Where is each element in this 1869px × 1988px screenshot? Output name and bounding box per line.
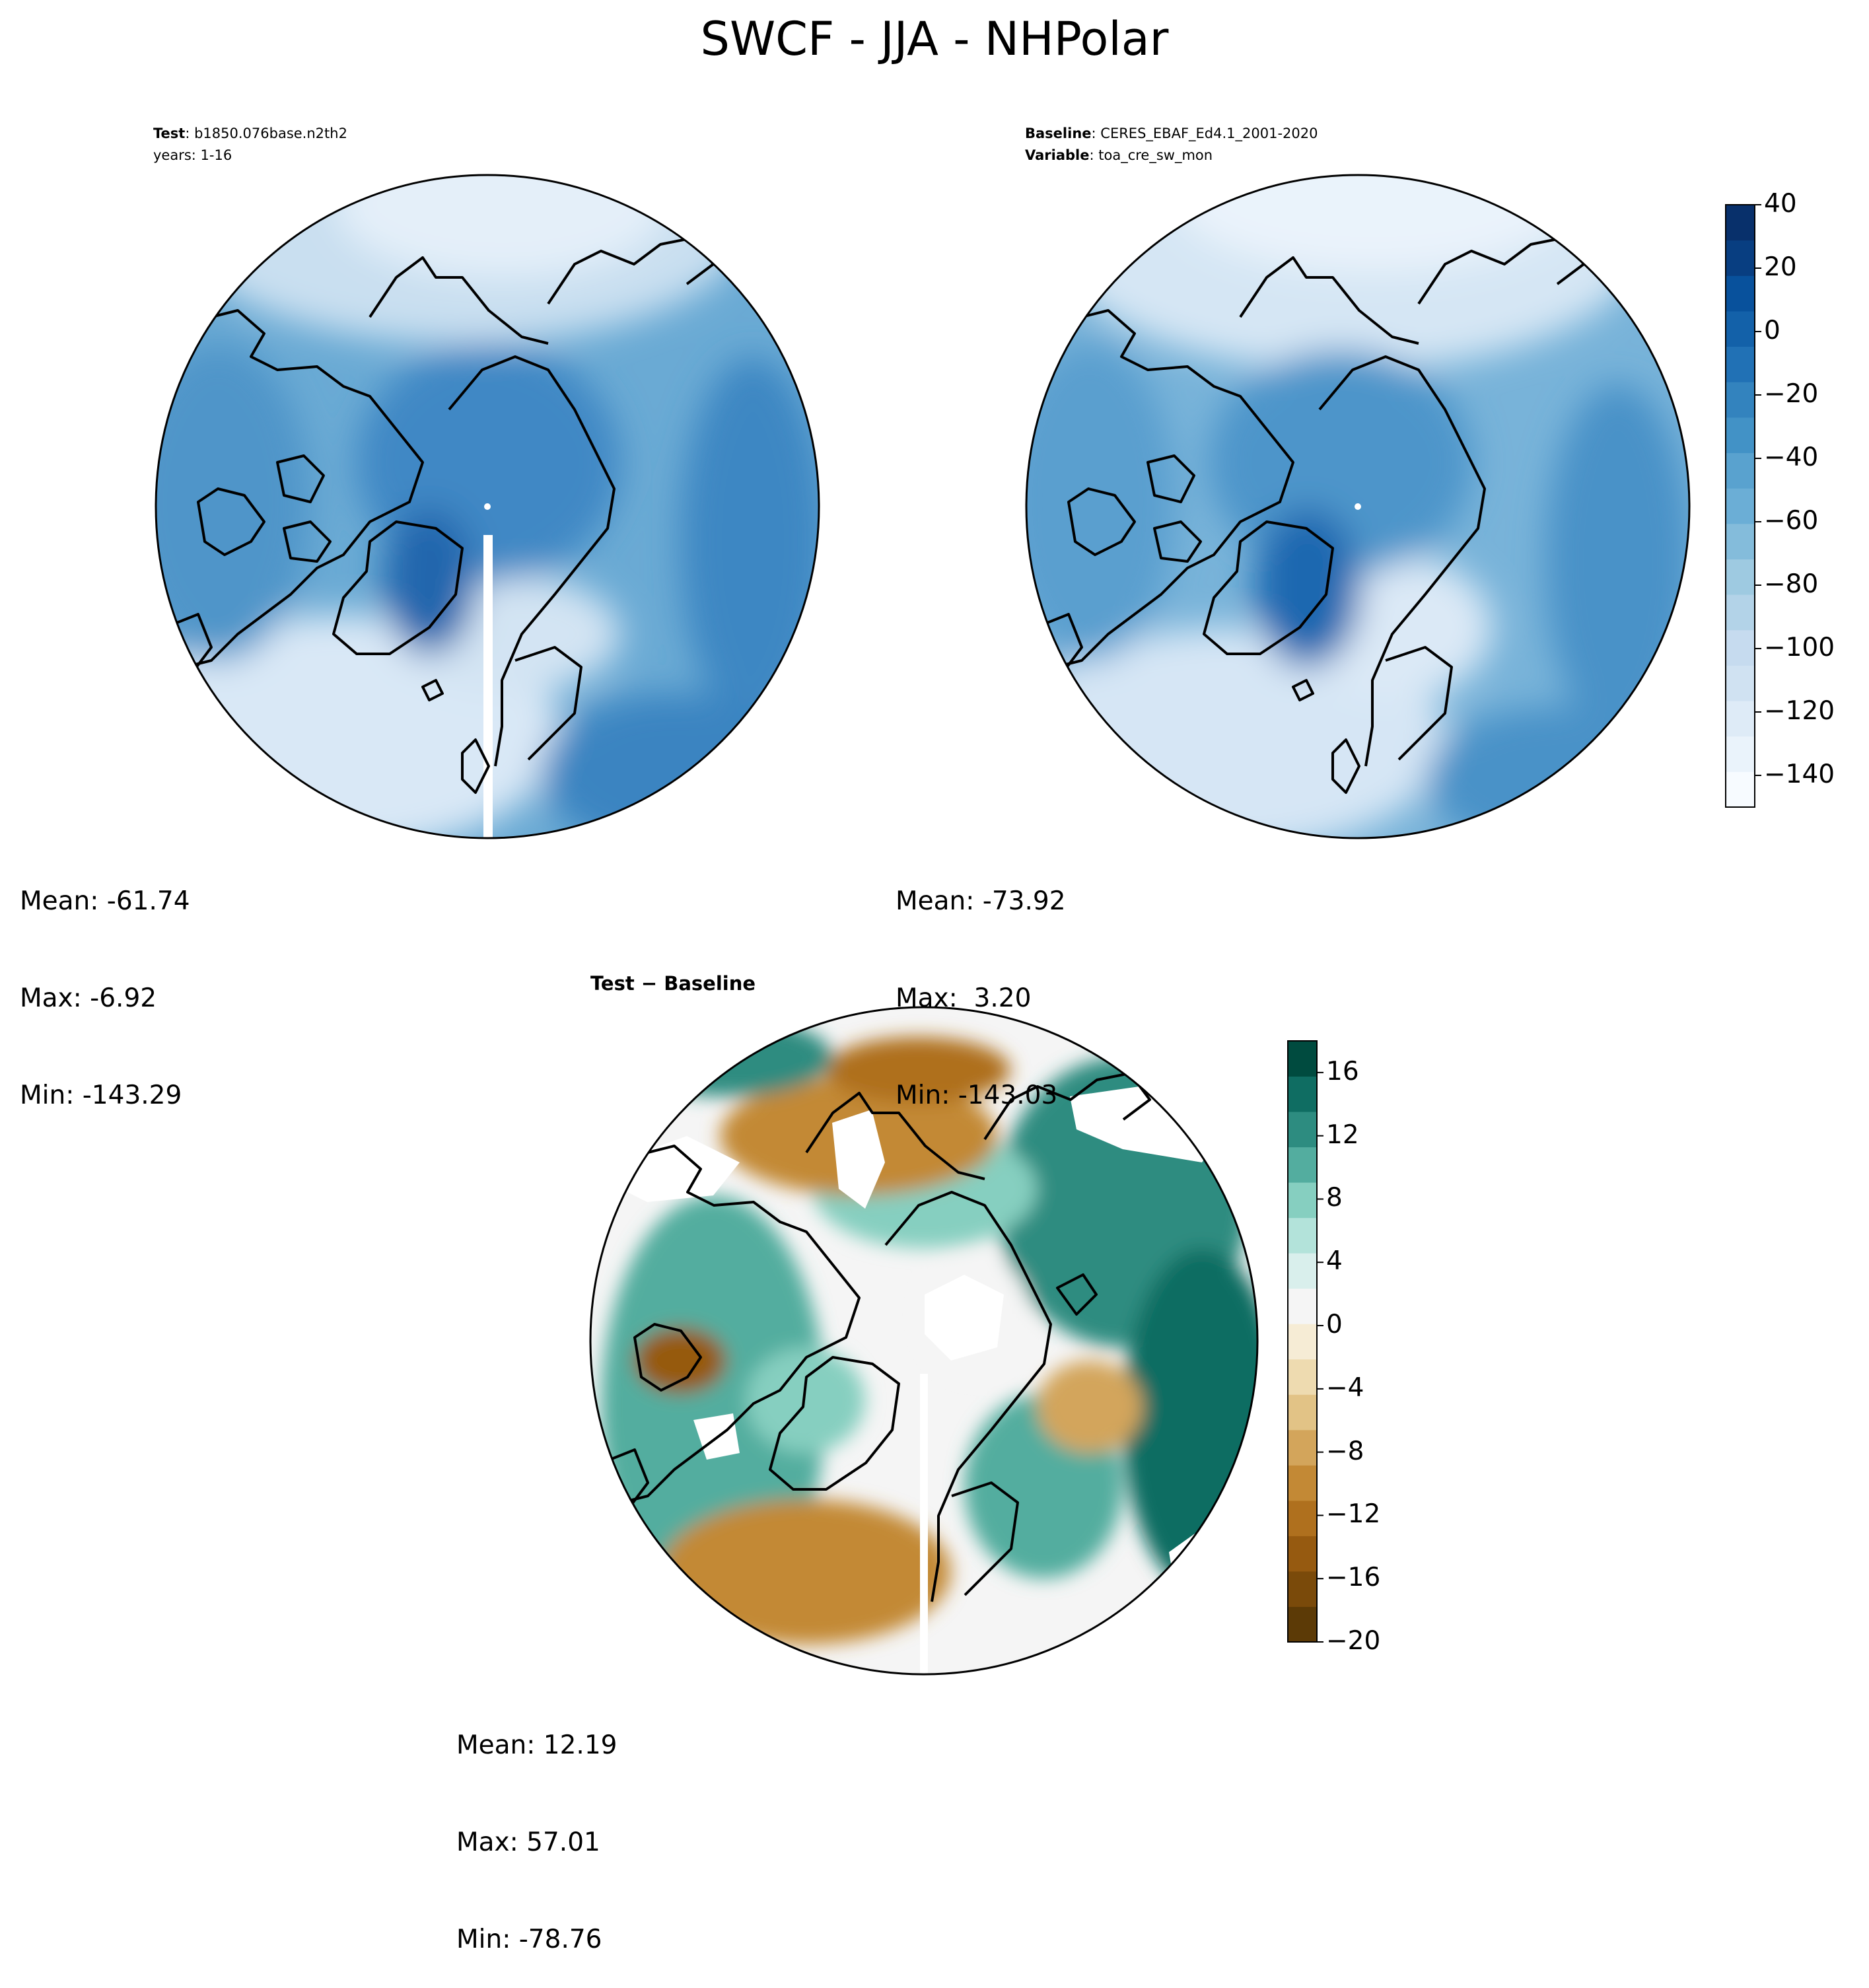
- figure-title: SWCF - JJA - NHPolar: [700, 12, 1169, 66]
- diff-colorbar-segment: [1288, 1112, 1317, 1148]
- baseline-label: Baseline: [1025, 125, 1092, 141]
- main-colorbar-segment: [1726, 736, 1755, 772]
- main-colorbar-segment: [1726, 346, 1755, 382]
- diff-colorbar-tick-label: −16: [1326, 1563, 1381, 1593]
- main-colorbar-segment: [1726, 665, 1755, 701]
- diff-colorbar-segment: [1288, 1182, 1317, 1219]
- figure-canvas: [155, 174, 1761, 1676]
- main-colorbar-tick-label: 40: [1764, 189, 1797, 219]
- baseline-min: Min: -143.03: [896, 1081, 1058, 1110]
- main-colorbar-tick-label: −100: [1764, 633, 1835, 662]
- main-colorbar-segment: [1726, 417, 1755, 454]
- diff-colorbar-tick-label: 12: [1326, 1119, 1359, 1150]
- diff-colorbar-tick-label: −20: [1326, 1626, 1381, 1656]
- diff-max: Max: 57.01: [456, 1828, 600, 1857]
- diff-colorbar-segment: [1288, 1288, 1317, 1324]
- main-colorbar-segment: [1726, 240, 1755, 276]
- diff-colorbar-segment: [1288, 1536, 1317, 1572]
- baseline-max: Max: 3.20: [896, 983, 1032, 1013]
- diff-colorbar-segment: [1288, 1324, 1317, 1360]
- test-min: Min: -143.29: [20, 1081, 182, 1110]
- main-colorbar-segment: [1726, 310, 1755, 347]
- main-colorbar-segment: [1726, 205, 1755, 241]
- main-colorbar-segment: [1726, 488, 1755, 524]
- diff-colorbar-segment: [1288, 1500, 1317, 1536]
- test-coastlines: [164, 236, 715, 794]
- main-colorbar-segment: [1726, 275, 1755, 312]
- main-colorbar-segment: [1726, 452, 1755, 489]
- diff-colorbar-segment: [1288, 1359, 1317, 1395]
- main-colorbar-segment: [1726, 559, 1755, 595]
- diff-colorbar-segment: [1288, 1465, 1317, 1501]
- test-map-border: [155, 174, 820, 839]
- main-colorbar-tick-label: −140: [1764, 760, 1835, 789]
- diff-colorbar-segment: [1288, 1217, 1317, 1254]
- main-colorbar-tick-label: −20: [1764, 379, 1819, 409]
- baseline-mean: Mean: -73.92: [896, 886, 1066, 916]
- main-colorbar-segment: [1726, 701, 1755, 737]
- main-colorbar-tick-label: 0: [1764, 316, 1781, 345]
- diff-colorbar: [1287, 1040, 1323, 1643]
- diff-colorbar-tick-label: −4: [1326, 1372, 1364, 1403]
- diff-map: [590, 1007, 1257, 1674]
- diff-stats: Mean: 12.19 Max: 57.01 Min: -78.76: [456, 1664, 617, 1988]
- baseline-map-border: [1025, 174, 1691, 839]
- baseline-subtitle: Baseline: CERES_EBAF_Ed4.1_2001-2020 Var…: [1025, 125, 1318, 163]
- test-max: Max: -6.92: [20, 983, 157, 1013]
- diff-colorbar-tick-label: 8: [1326, 1183, 1343, 1213]
- diff-subtitle: Test − Baseline: [590, 972, 756, 995]
- diff-colorbar-segment: [1288, 1394, 1317, 1431]
- test-years: years: 1-16: [153, 147, 232, 163]
- diff-mean: Mean: 12.19: [456, 1730, 617, 1760]
- test-stats: Mean: -61.74 Max: -6.92 Min: -143.29: [20, 820, 190, 1144]
- main-colorbar: [1725, 204, 1761, 808]
- main-colorbar-tick-label: −80: [1764, 569, 1819, 599]
- main-colorbar-tick-label: −120: [1764, 696, 1835, 726]
- main-colorbar-border: [1725, 204, 1755, 808]
- diff-colorbar-tick-label: −12: [1326, 1499, 1381, 1530]
- test-map: [156, 175, 819, 838]
- diff-colorbar-tick-label: 0: [1326, 1310, 1343, 1340]
- main-colorbar-tick-label: −40: [1764, 443, 1819, 472]
- baseline-source: CERES_EBAF_Ed4.1_2001-2020: [1100, 125, 1318, 141]
- diff-colorbar-tick-label: −8: [1326, 1436, 1364, 1466]
- main-colorbar-segment: [1726, 771, 1755, 808]
- variable-name: toa_cre_sw_mon: [1098, 147, 1213, 163]
- main-colorbar-tick-label: −60: [1764, 506, 1819, 536]
- diff-coastlines: [600, 1072, 1151, 1602]
- main-colorbar-segment: [1726, 523, 1755, 559]
- diff-colorbar-tick-label: 4: [1326, 1246, 1343, 1277]
- diff-colorbar-segment: [1288, 1571, 1317, 1607]
- test-mean: Mean: -61.74: [20, 886, 190, 916]
- diff-map-border: [589, 1006, 1259, 1676]
- diff-colorbar-segment: [1288, 1147, 1317, 1183]
- diff-colorbar-border: [1287, 1040, 1318, 1643]
- diff-colorbar-segment: [1288, 1606, 1317, 1643]
- baseline-stats: Mean: -73.92 Max: 3.20 Min: -143.03: [896, 820, 1066, 1144]
- test-label: Test: [153, 125, 186, 141]
- test-subtitle: Test: b1850.076base.n2th2 years: 1-16: [153, 125, 347, 163]
- variable-label: Variable: [1025, 147, 1090, 163]
- diff-colorbar-segment: [1288, 1253, 1317, 1289]
- diff-colorbar-tick-label: 16: [1326, 1056, 1359, 1086]
- main-colorbar-segment: [1726, 382, 1755, 418]
- main-colorbar-segment: [1726, 629, 1755, 666]
- diff-colorbar-segment: [1288, 1041, 1317, 1077]
- main-colorbar-tick-label: 20: [1764, 252, 1797, 282]
- main-colorbar-segment: [1726, 594, 1755, 631]
- test-case-name: b1850.076base.n2th2: [194, 125, 347, 141]
- diff-colorbar-segment: [1288, 1429, 1317, 1466]
- diff-min: Min: -78.76: [456, 1925, 602, 1954]
- diff-colorbar-segment: [1288, 1076, 1317, 1112]
